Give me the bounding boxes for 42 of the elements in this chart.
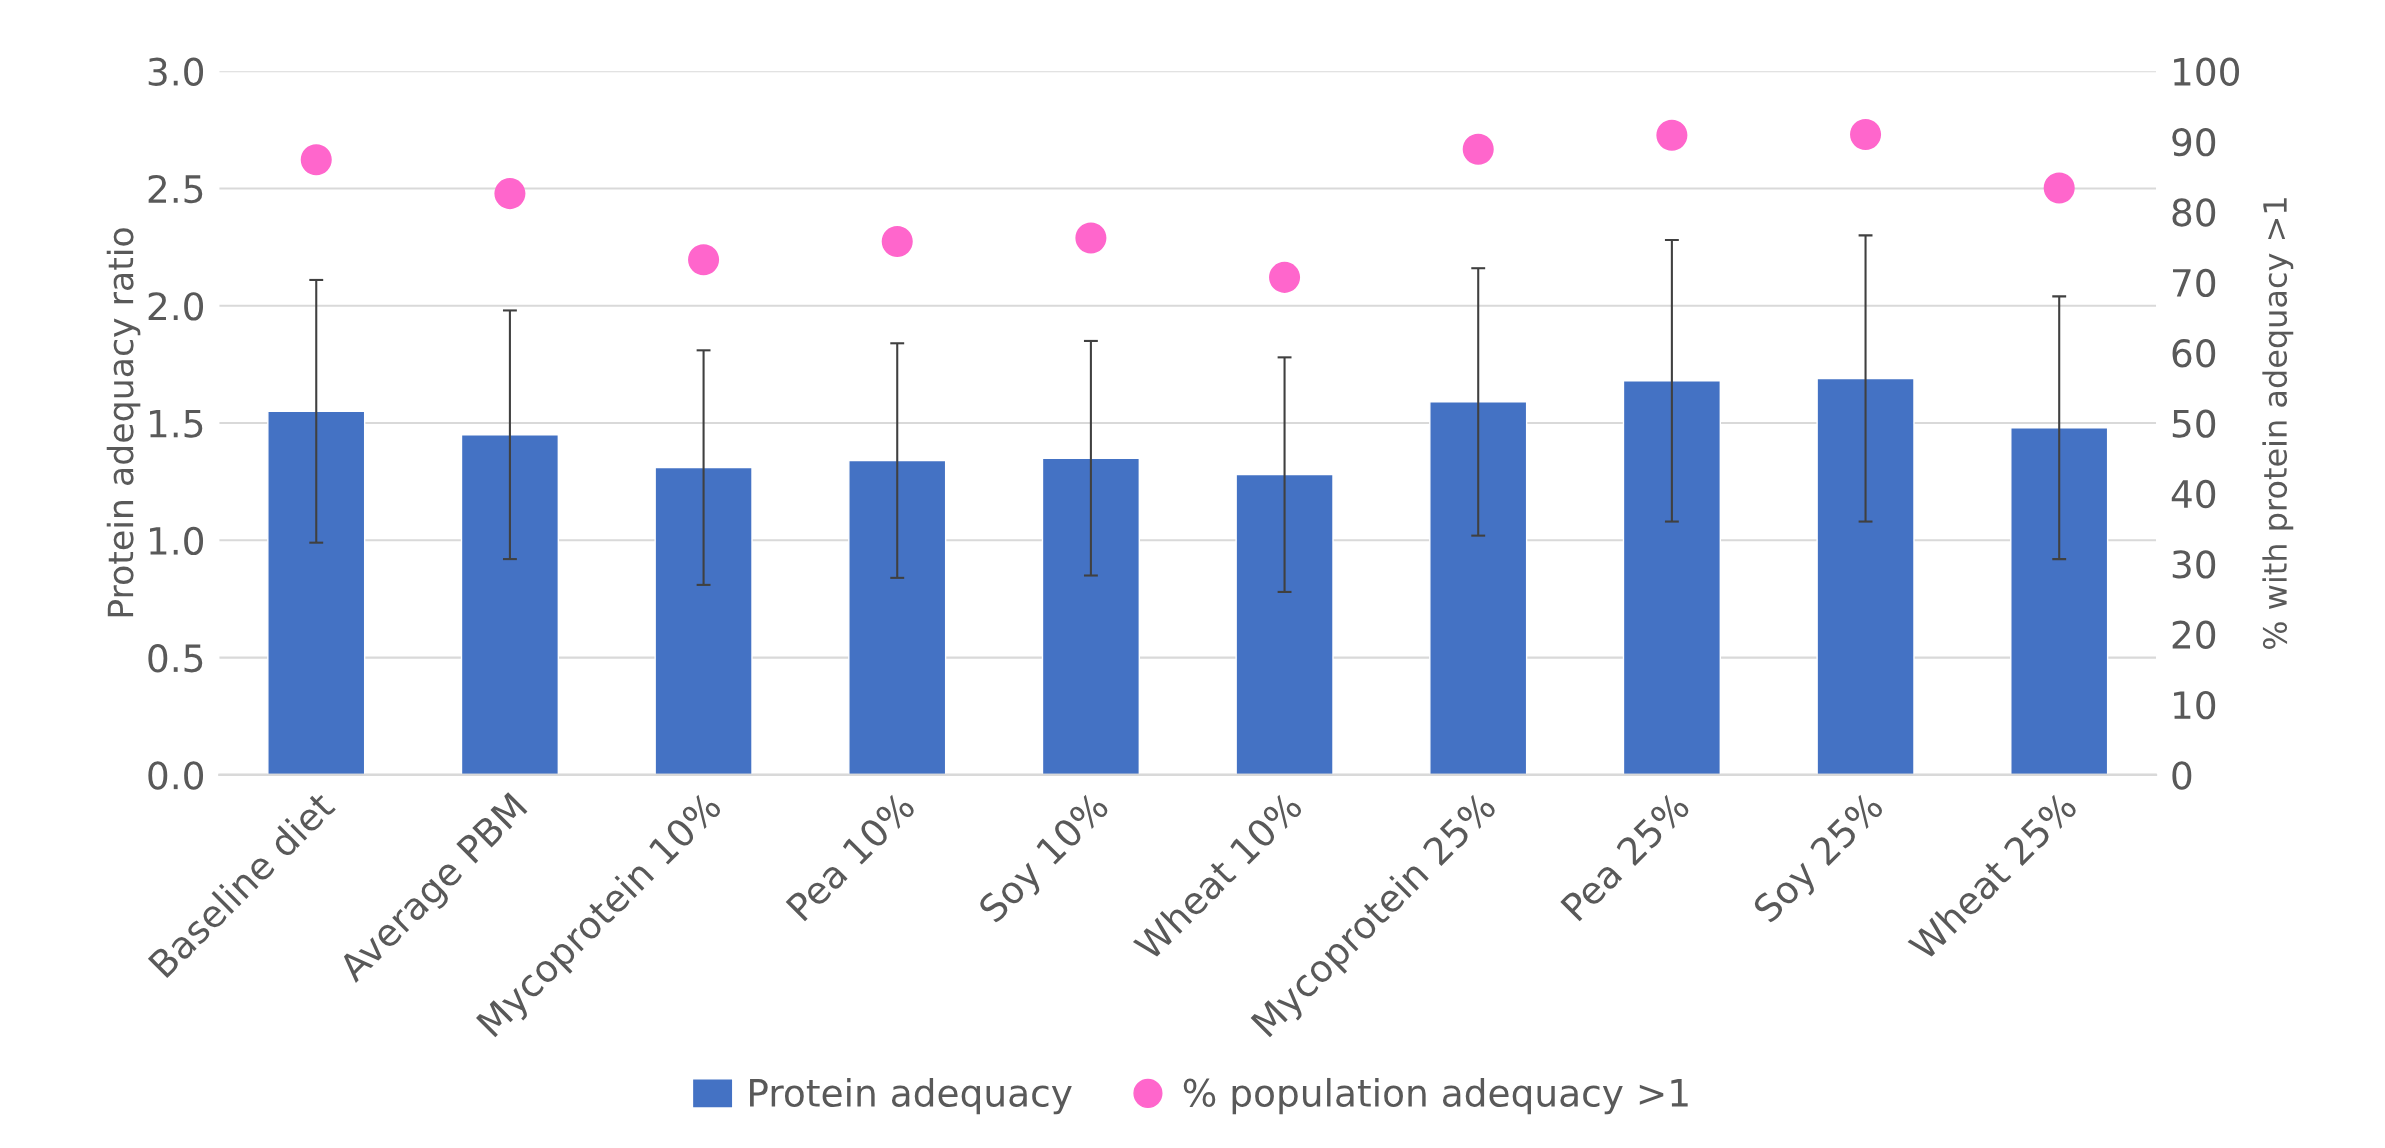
bar	[460, 434, 560, 775]
y2-tick-label: 10	[2174, 690, 2216, 720]
point	[1656, 119, 1688, 151]
y-tick-label: 3.0	[148, 57, 204, 86]
bar	[1041, 457, 1141, 775]
y2-tick-label: 60	[2172, 339, 2216, 368]
y2-tick-label: 100	[2174, 57, 2240, 86]
bar	[1235, 473, 1334, 775]
bar	[1429, 401, 1528, 775]
point	[2043, 172, 2075, 204]
point	[688, 244, 720, 276]
y-tick-label: 0.5	[148, 644, 203, 673]
point	[881, 225, 913, 258]
y2-tick-label: 30	[2172, 550, 2216, 579]
legend-label: Protein adequacy	[750, 1077, 1072, 1115]
point	[1075, 222, 1107, 254]
y2-tick-label: 40	[2171, 479, 2216, 509]
bar	[1622, 380, 1721, 775]
legend-label: % population adequacy >1	[1183, 1077, 1688, 1115]
bar	[2010, 427, 2109, 775]
point	[1462, 133, 1494, 165]
bar	[654, 466, 753, 775]
point	[1269, 261, 1301, 293]
y-tick-label: 1.0	[150, 526, 204, 556]
bar	[1816, 377, 1915, 775]
point	[300, 144, 332, 176]
y2-tick-label: 50	[2172, 409, 2216, 438]
y2-tick-label: 80	[2172, 198, 2216, 227]
y-tick-label: 2.0	[148, 292, 204, 321]
y2-tick-label: 90	[2172, 127, 2216, 157]
y-tick-label: 0.0	[148, 761, 204, 790]
bar	[267, 410, 366, 775]
y2-tick-label: 20	[2172, 620, 2216, 649]
y-tick-label: 2.5	[148, 174, 203, 204]
y2-tick-label: 0	[2172, 761, 2192, 790]
y2-axis-title: % with protein adequacy >1	[2262, 198, 2294, 649]
point	[494, 178, 526, 210]
y-axis-title: Protein adequacy ratio	[106, 228, 141, 617]
bar	[848, 459, 947, 775]
y2-tick-label: 70	[2173, 268, 2216, 298]
point	[1850, 118, 1882, 151]
y-tick-label: 1.5	[150, 409, 203, 438]
